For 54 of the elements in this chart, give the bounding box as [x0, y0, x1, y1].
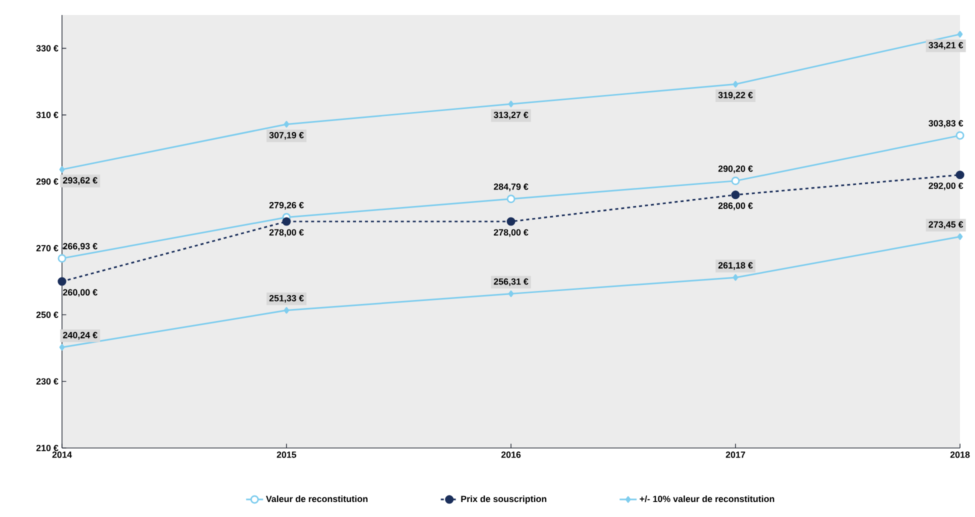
point [957, 233, 963, 240]
point [956, 131, 964, 140]
point [59, 344, 65, 351]
point [58, 277, 66, 286]
x-tick-label: 2014 [52, 452, 72, 458]
data-label: 251,33 € [269, 294, 304, 303]
point [284, 307, 290, 314]
point [957, 30, 963, 38]
y-tick-label: 330 € [36, 45, 58, 52]
data-label: 278,00 € [269, 229, 304, 237]
point [731, 190, 740, 200]
y-tick-label: 210 € [36, 444, 58, 452]
point [508, 290, 514, 298]
x-tick-label: 2017 [726, 452, 746, 458]
data-label: 313,27 € [494, 112, 528, 120]
data-label: 273,45 € [928, 221, 964, 229]
data-label: 240,24 € [63, 332, 98, 340]
point [732, 80, 738, 88]
x-tick-label: 2015 [276, 452, 296, 458]
data-label: 279,26 € [269, 202, 304, 210]
y-tick-label: 290 € [36, 178, 58, 185]
data-label: 278,00 € [494, 229, 528, 237]
x-tick-label: 2016 [501, 452, 521, 458]
point [58, 254, 66, 263]
legend-label: +/- 10% valeur de reconstitution [640, 495, 774, 502]
y-tick-label: 250 € [36, 312, 58, 318]
point [956, 170, 964, 180]
data-label: 334,21 € [928, 42, 964, 50]
point [732, 274, 738, 281]
data-label: 261,18 € [718, 262, 753, 270]
data-label: 319,22 € [718, 92, 753, 100]
point [508, 100, 514, 108]
data-label: 286,00 € [718, 202, 753, 210]
data-label: 256,31 € [494, 278, 528, 286]
x-tick-label: 2018 [950, 452, 970, 458]
legend-label: Prix de souscription [461, 495, 546, 504]
data-label: 260,00 € [63, 289, 98, 297]
point [59, 166, 65, 173]
point [506, 217, 516, 226]
y-tick-label: 310 € [36, 112, 58, 118]
legend-label: Valeur de reconstitution [266, 495, 368, 502]
data-label: 293,62 € [63, 177, 98, 185]
data-label: 303,83 € [928, 120, 964, 128]
point [282, 217, 291, 226]
y-tick-label: 270 € [36, 244, 58, 252]
y-tick-label: 230 € [36, 378, 58, 385]
data-label: 292,00 € [928, 182, 964, 190]
data-label: 266,93 € [63, 243, 98, 251]
data-label: 307,19 € [269, 132, 304, 140]
point [731, 176, 740, 186]
point [506, 194, 516, 204]
point [284, 120, 290, 128]
data-label: 290,20 € [718, 166, 753, 174]
data-label: 284,79 € [494, 184, 528, 192]
